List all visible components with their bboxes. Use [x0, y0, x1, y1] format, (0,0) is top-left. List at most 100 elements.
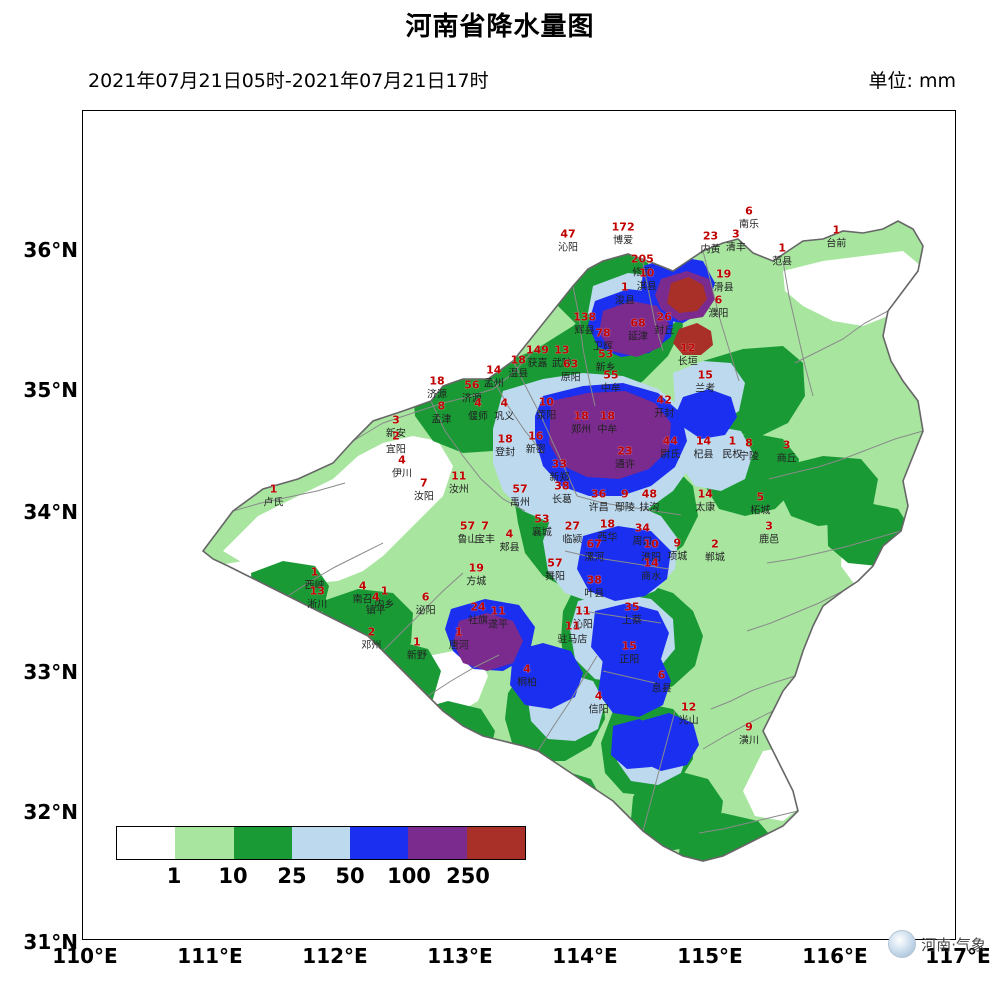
- station-name: 新郑: [549, 472, 570, 484]
- legend-swatch-2: [233, 827, 292, 859]
- station-value: 3: [765, 519, 773, 533]
- station-name: 郏县: [499, 542, 520, 554]
- station-value: 14: [695, 434, 712, 448]
- station-value: 6: [421, 590, 430, 604]
- station-name: 济源: [426, 389, 447, 401]
- station-value: 11: [564, 619, 581, 633]
- station-name: 淅川: [307, 599, 328, 611]
- station-value: 56: [464, 378, 480, 392]
- y-tick-5: 31°N: [23, 930, 78, 954]
- station-value: 172: [611, 220, 635, 234]
- station-value: 9: [673, 536, 682, 550]
- station-name: 邓州: [361, 640, 382, 652]
- station-name: 长垣: [677, 356, 698, 368]
- station-name: 修武: [632, 267, 653, 279]
- station-name: 镇平: [365, 605, 386, 617]
- station-value: 9: [621, 487, 629, 501]
- station-name: 漯河: [584, 552, 605, 564]
- station-value: 33: [551, 457, 567, 471]
- station-name: 襄城: [531, 527, 552, 539]
- station-name: 孟州: [483, 378, 504, 390]
- station-value: 1: [621, 280, 629, 294]
- legend-swatch-1: [175, 827, 234, 859]
- station-name: 许昌: [588, 502, 609, 514]
- station-name: 汝州: [448, 484, 469, 496]
- station-value: 11: [451, 469, 467, 483]
- station-value: 6: [714, 293, 723, 307]
- station-value: 13: [309, 584, 325, 598]
- station-value: 38: [586, 573, 602, 587]
- station-value: 149: [525, 343, 549, 357]
- y-tick-3: 33°N: [23, 660, 78, 684]
- station-value: 15: [621, 639, 637, 653]
- station-value: 47: [560, 227, 576, 241]
- station-name: 驻马店: [557, 634, 588, 646]
- station-name: 南召: [352, 594, 373, 606]
- station-value: 36: [591, 487, 607, 501]
- station-value: 42: [656, 393, 672, 407]
- station-value: 5: [756, 490, 765, 504]
- x-tick-0: 110°E: [52, 944, 118, 968]
- time-period-label: 2021年07月21日05时-2021年07月21日17时: [88, 70, 489, 92]
- station-name: 孟津: [431, 414, 452, 426]
- station-name: 上蔡: [621, 615, 642, 627]
- x-tick-6: 116°E: [802, 944, 868, 968]
- station-name: 长葛: [551, 494, 572, 506]
- station-name: 信阳: [588, 704, 609, 716]
- watermark-label: 河南·气象: [921, 935, 986, 954]
- page-title: 河南省降水量图: [405, 12, 595, 42]
- station-value: 35: [624, 600, 640, 614]
- legend-color-bar: [116, 826, 526, 860]
- station-name: 巩义: [494, 411, 515, 423]
- legend-tick-2: 25: [277, 864, 307, 888]
- legend-ticks: 1 10 25 50 100 250: [116, 860, 526, 890]
- station-name: 卫辉: [593, 341, 614, 353]
- station-value: 12: [681, 700, 697, 714]
- legend-swatch-3: [291, 827, 351, 859]
- station-value: 68: [630, 316, 646, 330]
- station-value: 6: [657, 668, 666, 682]
- station-value: 48: [641, 487, 657, 501]
- legend-tick-0: 1: [166, 864, 182, 888]
- station-name: 鲁山: [457, 534, 478, 546]
- legend-swatch-6: [466, 827, 525, 859]
- station-name: 浚县: [614, 295, 635, 307]
- station-value: 26: [656, 310, 672, 324]
- station-name: 中牟: [597, 424, 618, 436]
- station-name: 沁阳: [572, 619, 593, 631]
- station-value: 13: [554, 343, 570, 357]
- station-name: 方城: [466, 576, 487, 587]
- station-value: 18: [429, 374, 445, 388]
- station-value: 4: [500, 396, 509, 410]
- station-name: 宝丰: [475, 534, 496, 546]
- station-value: 6: [745, 204, 753, 218]
- station-value: 57: [512, 482, 528, 496]
- station-value: 14: [643, 556, 659, 570]
- station-value: 27: [564, 519, 581, 533]
- x-tick-5: 115°E: [677, 944, 743, 968]
- station-name: 博爱: [613, 235, 634, 247]
- station-name: 兰考: [695, 383, 716, 395]
- unit-label: 单位: mm: [868, 70, 956, 92]
- station-name: 杞县: [693, 449, 714, 461]
- station-value: 67: [586, 537, 602, 551]
- station-name: 社旗: [468, 615, 489, 627]
- station-value: 10: [538, 395, 554, 408]
- station-name: 内乡: [374, 599, 395, 611]
- station-value: 3: [392, 413, 400, 427]
- station-name: 正阳: [619, 654, 640, 666]
- station-name: 新野: [406, 650, 427, 662]
- station-value: 23: [617, 444, 633, 458]
- station-name: 登封: [495, 447, 516, 459]
- station-value: 14: [697, 487, 713, 501]
- station-value: 7: [481, 519, 489, 533]
- station-name: 禹州: [510, 497, 530, 509]
- station-value: 4: [505, 527, 514, 541]
- station-name: 淮阳: [641, 552, 662, 564]
- station-name: 桐柏: [516, 677, 537, 689]
- station-name: 宜阳: [385, 444, 406, 456]
- legend-tick-3: 50: [335, 864, 365, 888]
- station-name: 光山: [678, 715, 699, 727]
- station-name: 沁阳: [558, 242, 579, 254]
- station-name: 鹿邑: [759, 534, 780, 546]
